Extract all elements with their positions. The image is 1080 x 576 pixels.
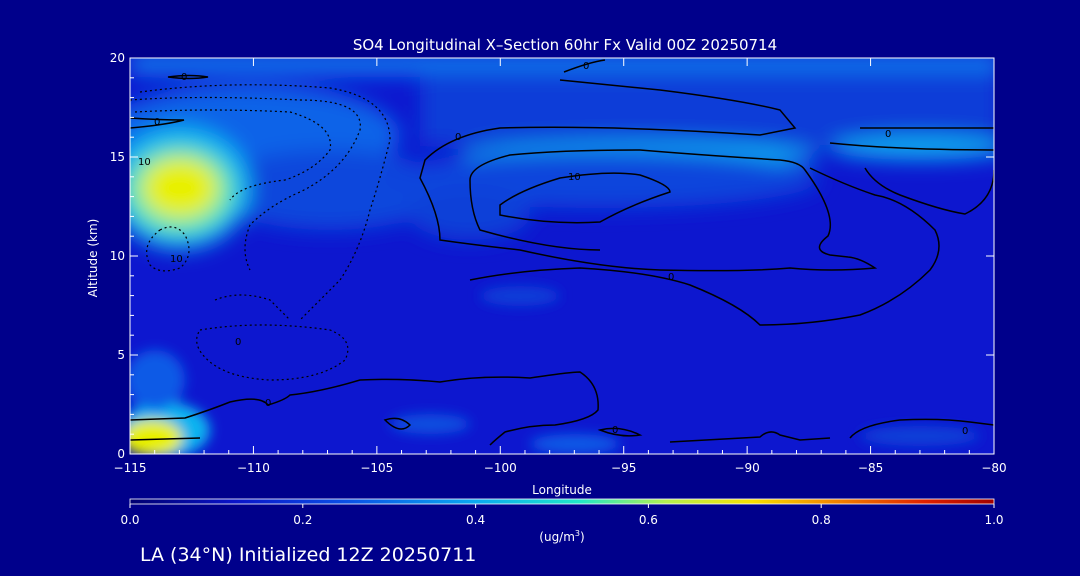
colorbar-unit-prefix: (ug/m (539, 530, 575, 544)
x-tick-label: −85 (858, 461, 883, 475)
contour-line (419, 79, 878, 272)
x-tick-label: −95 (611, 461, 636, 475)
contour-label: 0 (235, 337, 241, 348)
y-axis-label: Altitude (km) (86, 219, 100, 298)
contour-line (597, 427, 643, 437)
contour-line (130, 437, 201, 441)
plot-area: 0 0 0 0 10 10 10 0 0 0 0 0 0 (130, 58, 994, 454)
contour-line (383, 417, 412, 430)
contour-label: 0 (583, 61, 589, 72)
contour-line (469, 167, 940, 326)
colorbar-tick-label: 0.0 (120, 513, 139, 527)
contour-label: 0 (885, 129, 891, 140)
contour-line (563, 59, 606, 73)
y-tick-label: 10 (110, 249, 125, 263)
footer-caption: LA (34°N) Initialized 12Z 20250711 (140, 544, 476, 566)
contour-line (849, 418, 994, 439)
colorbar-ticks: 0.0 0.2 0.4 0.6 0.8 1.0 (120, 504, 1004, 527)
contour-label: 0 (668, 272, 674, 283)
contour-label: 0 (455, 132, 461, 143)
colorbar-unit: (ug/m3) (539, 529, 584, 544)
contour-label: 10 (138, 157, 151, 168)
y-tick-label: 0 (117, 447, 125, 461)
y-axis: 0 5 10 15 20 (110, 51, 994, 461)
contour-line (499, 172, 671, 224)
x-tick-label: −115 (114, 461, 147, 475)
contour-line (130, 371, 599, 446)
colorbar-tick-label: 0.2 (293, 513, 312, 527)
contour-label: 0 (962, 426, 968, 437)
x-tick-label: −90 (734, 461, 759, 475)
chart-title: SO4 Longitudinal X–Section 60hr Fx Valid… (353, 36, 777, 54)
contour-label: 0 (612, 425, 618, 436)
x-tick-label: −100 (484, 461, 517, 475)
contour-line (214, 294, 291, 321)
colorbar-tick-label: 0.4 (466, 513, 485, 527)
contour-lines-dashed (130, 84, 391, 381)
contour-line (167, 74, 209, 80)
contour-line (139, 84, 391, 321)
colorbar: 0.0 0.2 0.4 0.6 0.8 1.0 (ug/m3) (120, 498, 1004, 544)
contour-label: 0 (265, 398, 271, 409)
y-tick-label: 5 (117, 348, 125, 362)
contour-line (829, 142, 994, 151)
contour-label: 0 (181, 72, 187, 83)
x-tick-label: −105 (360, 461, 393, 475)
contour-line (669, 431, 831, 443)
concentration-field-lower (130, 286, 980, 454)
x-axis: −115 −110 −105 −100 −95 −90 −85 −80 (114, 58, 1007, 475)
concentration-field-upper (130, 58, 994, 250)
contour-label: 10 (568, 172, 581, 183)
colorbar-unit-exponent: 3 (575, 529, 580, 538)
colorbar-unit-suffix: ) (580, 530, 585, 544)
y-tick-label: 15 (110, 150, 125, 164)
colorbar-gradient (130, 499, 994, 504)
colorbar-frame (129, 498, 995, 505)
contour-line (864, 167, 994, 215)
contour-labels: 0 0 0 0 10 10 10 0 0 0 0 0 0 (138, 61, 968, 437)
contour-line (134, 109, 332, 201)
contour-line (130, 117, 185, 129)
contour-label: 0 (154, 117, 160, 128)
y-tick-label: 20 (110, 51, 125, 65)
contour-label: 10 (170, 254, 183, 265)
x-axis-label: Longitude (532, 483, 592, 497)
colorbar-tick-label: 1.0 (984, 513, 1003, 527)
x-tick-label: −80 (981, 461, 1006, 475)
colorbar-tick-label: 0.6 (639, 513, 658, 527)
colorbar-tick-label: 0.8 (812, 513, 831, 527)
x-tick-label: −110 (237, 461, 270, 475)
contour-lines (130, 59, 994, 446)
